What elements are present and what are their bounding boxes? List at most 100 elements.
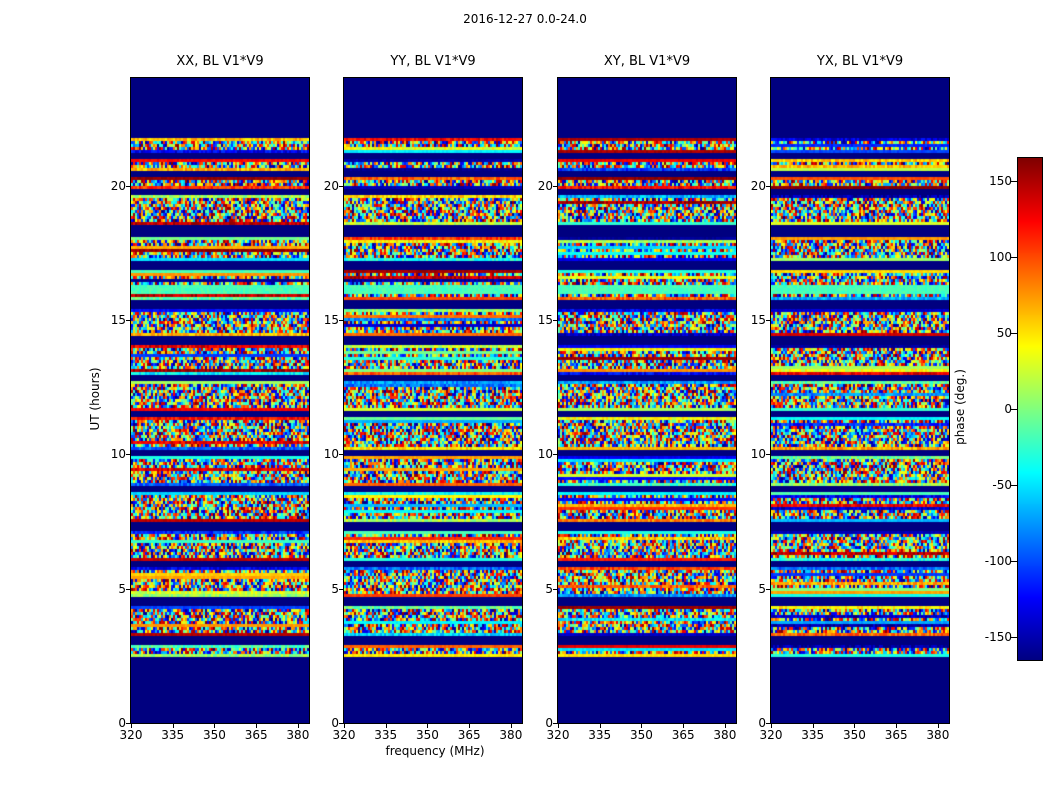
x-tick-mark [558, 724, 559, 728]
x-tick-mark [937, 724, 939, 728]
colorbar-tick-mark [1011, 332, 1017, 334]
y-tick-label: 0 [331, 716, 339, 730]
x-tick-mark [385, 724, 387, 728]
colorbar-tick-label: 100 [989, 249, 1012, 264]
y-tick-label: 10 [323, 447, 339, 462]
y-tick-mark [339, 723, 343, 724]
x-tick-mark [854, 724, 856, 728]
y-tick-label: 5 [118, 581, 126, 596]
x-tick-label: 350 [202, 728, 226, 742]
heatmap-yy [343, 77, 523, 724]
panel-yx: YX, BL V1*V9 320 335 350 365 380 0 5 10 15 20 [751, 54, 950, 742]
colorbar-tick-mark [1011, 485, 1017, 487]
colorbar-tick-label: 50 [996, 325, 1012, 340]
y-tick-label: 0 [545, 716, 553, 730]
y-tick-label: 15 [323, 312, 339, 327]
colorbar-gradient [1017, 157, 1043, 661]
x-tick-label: 380 [286, 728, 310, 742]
colorbar-tick-mark [1011, 409, 1017, 410]
colorbar-tick-label: -50 [992, 478, 1012, 493]
x-tick-label: 365 [671, 728, 695, 742]
y-tick-mark [339, 588, 343, 590]
y-tick-mark [553, 185, 557, 187]
x-tick-label: 350 [842, 728, 866, 742]
heatmap-yx [770, 77, 950, 724]
x-tick-label: 335 [161, 728, 185, 742]
x-tick-mark [131, 724, 132, 728]
x-tick-label: 380 [499, 728, 523, 742]
y-tick-label: 20 [750, 178, 766, 193]
panel-title-xy: XY, BL V1*V9 [603, 54, 691, 69]
x-tick-label: 335 [374, 728, 398, 742]
colorbar-label: phase (deg.) [953, 369, 967, 445]
x-tick-label: 320 [119, 728, 143, 742]
x-tick-mark [297, 724, 299, 728]
y-tick-label: 15 [110, 312, 126, 327]
x-tick-label: 320 [332, 728, 356, 742]
y-tick-mark [766, 185, 770, 187]
y-tick-label: 0 [758, 716, 766, 730]
x-tick-mark [641, 724, 643, 728]
y-tick-mark [126, 319, 130, 321]
x-tick-mark [214, 724, 216, 728]
colorbar-tick-label: -100 [984, 554, 1012, 569]
y-tick-label: 5 [545, 581, 553, 596]
x-tick-label: 380 [713, 728, 737, 742]
y-tick-mark [766, 454, 770, 456]
x-tick-mark [469, 724, 471, 728]
x-tick-mark [771, 724, 772, 728]
x-tick-mark [256, 724, 258, 728]
y-tick-label: 20 [323, 178, 339, 193]
heatmap-xx [130, 77, 310, 724]
figure-title: 2016-12-27 0.0-24.0 [463, 12, 587, 26]
x-tick-label: 320 [546, 728, 570, 742]
colorbar-tick-label: 150 [989, 173, 1012, 188]
x-tick-label: 365 [884, 728, 908, 742]
y-tick-label: 10 [110, 447, 126, 462]
y-tick-label: 0 [118, 716, 126, 730]
x-axis-label: frequency (MHz) [385, 744, 485, 758]
colorbar-tick-mark [1011, 256, 1017, 258]
x-tick-label: 365 [457, 728, 481, 742]
x-tick-mark [427, 724, 429, 728]
x-tick-label: 380 [926, 728, 950, 742]
y-axis-label: UT (hours) [88, 367, 102, 431]
y-tick-mark [553, 723, 557, 724]
y-tick-mark [553, 454, 557, 456]
panel-xy: XY, BL V1*V9 320 335 350 365 380 0 5 10 15 20 [538, 54, 737, 742]
x-tick-mark [344, 724, 345, 728]
colorbar-tick-mark [1011, 561, 1017, 563]
x-tick-label: 335 [801, 728, 825, 742]
y-tick-label: 15 [750, 312, 766, 327]
y-tick-label: 20 [537, 178, 553, 193]
y-tick-mark [126, 723, 130, 724]
x-tick-mark [599, 724, 601, 728]
x-tick-label: 350 [629, 728, 653, 742]
y-tick-label: 10 [537, 447, 553, 462]
panel-title-xx: XX, BL V1*V9 [176, 54, 264, 69]
x-tick-mark [510, 724, 512, 728]
x-tick-label: 365 [244, 728, 268, 742]
panel-title-yx: YX, BL V1*V9 [816, 54, 904, 69]
x-tick-label: 335 [588, 728, 612, 742]
colorbar-tick-label: -150 [984, 630, 1012, 645]
y-tick-mark [126, 588, 130, 590]
y-tick-mark [126, 454, 130, 456]
y-tick-mark [339, 185, 343, 187]
colorbar-tick-label: 0 [1004, 402, 1012, 416]
y-tick-label: 5 [331, 581, 339, 596]
heatmap-xy [557, 77, 737, 724]
x-tick-mark [724, 724, 726, 728]
y-tick-mark [766, 319, 770, 321]
y-tick-mark [553, 588, 557, 590]
y-tick-label: 5 [758, 581, 766, 596]
x-tick-label: 350 [415, 728, 439, 742]
y-tick-label: 20 [110, 178, 126, 193]
x-tick-mark [683, 724, 685, 728]
colorbar-tick-mark [1011, 180, 1017, 182]
y-tick-mark [553, 319, 557, 321]
panel-yy: YY, BL V1*V9 320 335 350 365 380 0 5 10 15 20 [324, 54, 523, 742]
panel-title-yy: YY, BL V1*V9 [390, 54, 476, 69]
y-tick-mark [339, 319, 343, 321]
